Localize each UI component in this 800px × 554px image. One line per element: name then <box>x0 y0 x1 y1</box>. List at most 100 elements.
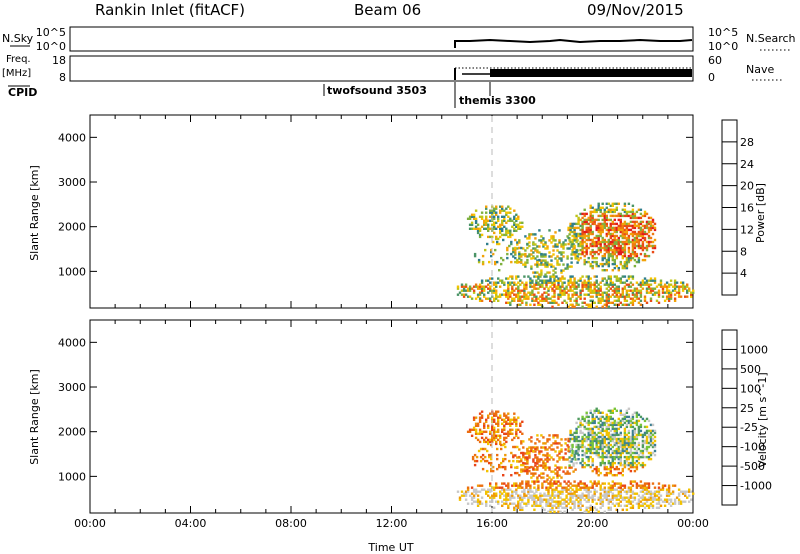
heatmap-cell <box>617 451 620 455</box>
heatmap-cell <box>589 411 592 414</box>
colorbar-tick-label: 4 <box>740 267 747 280</box>
heatmap-cell <box>519 494 522 497</box>
heatmap-cell <box>476 424 480 427</box>
heatmap-cell <box>617 244 620 248</box>
heatmap-cell <box>565 486 568 489</box>
heatmap-cell <box>587 232 590 236</box>
heatmap-cell <box>585 212 588 216</box>
heatmap-cell <box>635 433 639 437</box>
heatmap-cell <box>633 443 637 447</box>
heatmap-cell <box>545 498 548 501</box>
heatmap-cell <box>507 488 510 491</box>
heatmap-cell <box>575 461 578 465</box>
heatmap-cell <box>589 206 592 209</box>
heatmap-cell <box>647 285 651 288</box>
heatmap-cell <box>460 490 464 493</box>
power-colorbar-label: Power [dB] <box>754 183 767 243</box>
heatmap-cell <box>591 232 594 236</box>
heatmap-cell <box>637 484 641 487</box>
heatmap-cell <box>585 218 588 222</box>
heatmap-cell <box>587 443 590 447</box>
heatmap-cell <box>507 205 510 208</box>
heatmap-cell <box>567 226 570 230</box>
heatmap-cell <box>615 275 618 278</box>
heatmap-cell <box>625 232 629 236</box>
heatmap-cell <box>520 470 523 473</box>
heatmap-cell <box>544 458 547 461</box>
heatmap-cell <box>635 210 639 214</box>
heatmap-cell <box>653 490 657 493</box>
heatmap-cell <box>629 443 633 447</box>
heatmap-cell <box>571 281 574 284</box>
heatmap-cell <box>581 431 584 435</box>
heatmap-cell <box>540 464 543 467</box>
heatmap-cell <box>534 271 537 274</box>
heatmap-cell <box>569 277 572 280</box>
heatmap-cell <box>635 484 639 487</box>
heatmap-cell <box>500 461 503 465</box>
heatmap-cell <box>493 492 496 495</box>
heatmap-cell <box>647 455 651 459</box>
heatmap-cell <box>505 233 508 237</box>
heatmap-cell <box>509 424 512 427</box>
heatmap-cell <box>593 506 596 509</box>
heatmap-cell <box>601 254 604 258</box>
heatmap-cell <box>611 494 614 497</box>
heatmap-cell <box>483 221 486 224</box>
heatmap-cell <box>533 504 536 507</box>
heatmap-cell <box>631 283 635 286</box>
heatmap-cell <box>597 252 600 256</box>
heatmap-cell <box>583 281 586 284</box>
heatmap-cell <box>647 504 651 507</box>
heatmap-cell <box>595 244 598 248</box>
heatmap-cell <box>641 232 645 236</box>
heatmap-cell <box>591 435 594 439</box>
heatmap-cell <box>485 420 488 423</box>
heatmap-cell <box>571 226 574 230</box>
heatmap-cell <box>625 242 629 246</box>
heatmap-cell <box>655 506 659 509</box>
heatmap-cell <box>597 240 600 244</box>
heatmap-cell <box>623 498 627 501</box>
heatmap-cell <box>563 480 566 483</box>
x-tick-label: 00:00 <box>74 517 106 530</box>
heatmap-cell <box>690 490 693 493</box>
heatmap-cell <box>575 488 578 491</box>
heatmap-cell <box>641 220 645 224</box>
heatmap-cell <box>617 445 620 449</box>
heatmap-cell <box>583 498 586 501</box>
heatmap-cell <box>553 281 556 284</box>
heatmap-cell <box>556 472 559 475</box>
heatmap-cell <box>649 502 653 505</box>
heatmap-cell <box>595 260 598 264</box>
heatmap-cell <box>637 246 641 250</box>
heatmap-cell <box>515 275 518 278</box>
heatmap-cell <box>591 463 594 467</box>
heatmap-cell <box>639 234 643 238</box>
heatmap-cell <box>539 303 542 306</box>
heatmap-cell <box>521 496 524 499</box>
heatmap-cell <box>516 445 519 449</box>
heatmap-cell <box>673 281 677 284</box>
heatmap-cell <box>647 441 651 445</box>
heatmap-cell <box>559 484 562 487</box>
heatmap-cell <box>493 436 496 440</box>
heatmap-cell <box>585 244 588 248</box>
heatmap-cell <box>607 260 610 264</box>
heatmap-cell <box>560 476 563 479</box>
heatmap-cell <box>466 486 470 489</box>
heatmap-cell <box>512 459 515 463</box>
heatmap-cell <box>611 484 614 487</box>
heatmap-cell <box>543 480 546 483</box>
heatmap-cell <box>665 289 669 292</box>
heatmap-cell <box>615 467 618 471</box>
heatmap-cell <box>575 281 578 284</box>
heatmap-cell <box>493 432 496 435</box>
heatmap-cell <box>460 293 464 296</box>
heatmap-cell <box>623 433 627 437</box>
heatmap-cell <box>527 498 530 501</box>
heatmap-cell <box>647 222 651 226</box>
heatmap-cell <box>639 496 643 499</box>
heatmap-cell <box>565 287 568 290</box>
cpid-twofsound: twofsound 3503 <box>327 84 427 97</box>
